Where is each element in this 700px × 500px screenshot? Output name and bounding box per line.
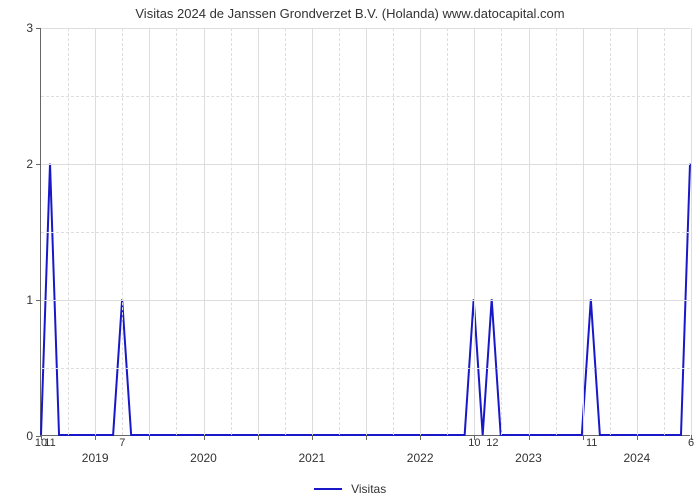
gridline-v-minor (610, 28, 611, 435)
x-tick (149, 435, 150, 440)
x-tick (366, 435, 367, 440)
legend-label: Visitas (351, 482, 386, 496)
x-tick (258, 435, 259, 440)
gridline-v (420, 28, 421, 435)
gridline-v (149, 28, 150, 435)
gridline-v-minor (393, 28, 394, 435)
gridline-v (637, 28, 638, 435)
legend: Visitas (0, 481, 700, 496)
gridline-v (691, 28, 692, 435)
x-major-label: 2024 (623, 435, 650, 465)
gridline-v (366, 28, 367, 435)
gridline-v-minor (231, 28, 232, 435)
gridline-v (95, 28, 96, 435)
gridline-v-minor (122, 28, 123, 435)
gridline-v (312, 28, 313, 435)
plot-area: 0123201920202021202220232024101171012116 (40, 28, 690, 436)
gridline-v-minor (556, 28, 557, 435)
x-tick (583, 435, 584, 440)
x-minor-label: 7 (119, 435, 125, 449)
gridline-v-minor (68, 28, 69, 435)
gridline-v-minor (285, 28, 286, 435)
x-minor-label: 11 (44, 435, 55, 449)
gridline-v (258, 28, 259, 435)
x-major-label: 2022 (407, 435, 434, 465)
gridline-v (204, 28, 205, 435)
legend-swatch (314, 488, 342, 490)
x-minor-label: 12 (486, 435, 498, 449)
chart-title: Visitas 2024 de Janssen Grondverzet B.V.… (0, 6, 700, 21)
gridline-v-minor (664, 28, 665, 435)
chart-container: Visitas 2024 de Janssen Grondverzet B.V.… (0, 0, 700, 500)
gridline-v-minor (501, 28, 502, 435)
x-major-label: 2019 (82, 435, 109, 465)
x-minor-label: 6 (688, 435, 694, 449)
y-tick-label: 1 (26, 293, 41, 307)
gridline-v (529, 28, 530, 435)
gridline-v (583, 28, 584, 435)
gridline-v-minor (176, 28, 177, 435)
x-minor-label: 11 (586, 435, 597, 449)
x-major-label: 2023 (515, 435, 542, 465)
gridline-v-minor (339, 28, 340, 435)
gridline-v-minor (447, 28, 448, 435)
gridline-v (474, 28, 475, 435)
x-major-label: 2021 (298, 435, 325, 465)
x-major-label: 2020 (190, 435, 217, 465)
y-tick-label: 3 (26, 21, 41, 35)
y-tick-label: 2 (26, 157, 41, 171)
x-minor-label: 10 (468, 435, 480, 449)
